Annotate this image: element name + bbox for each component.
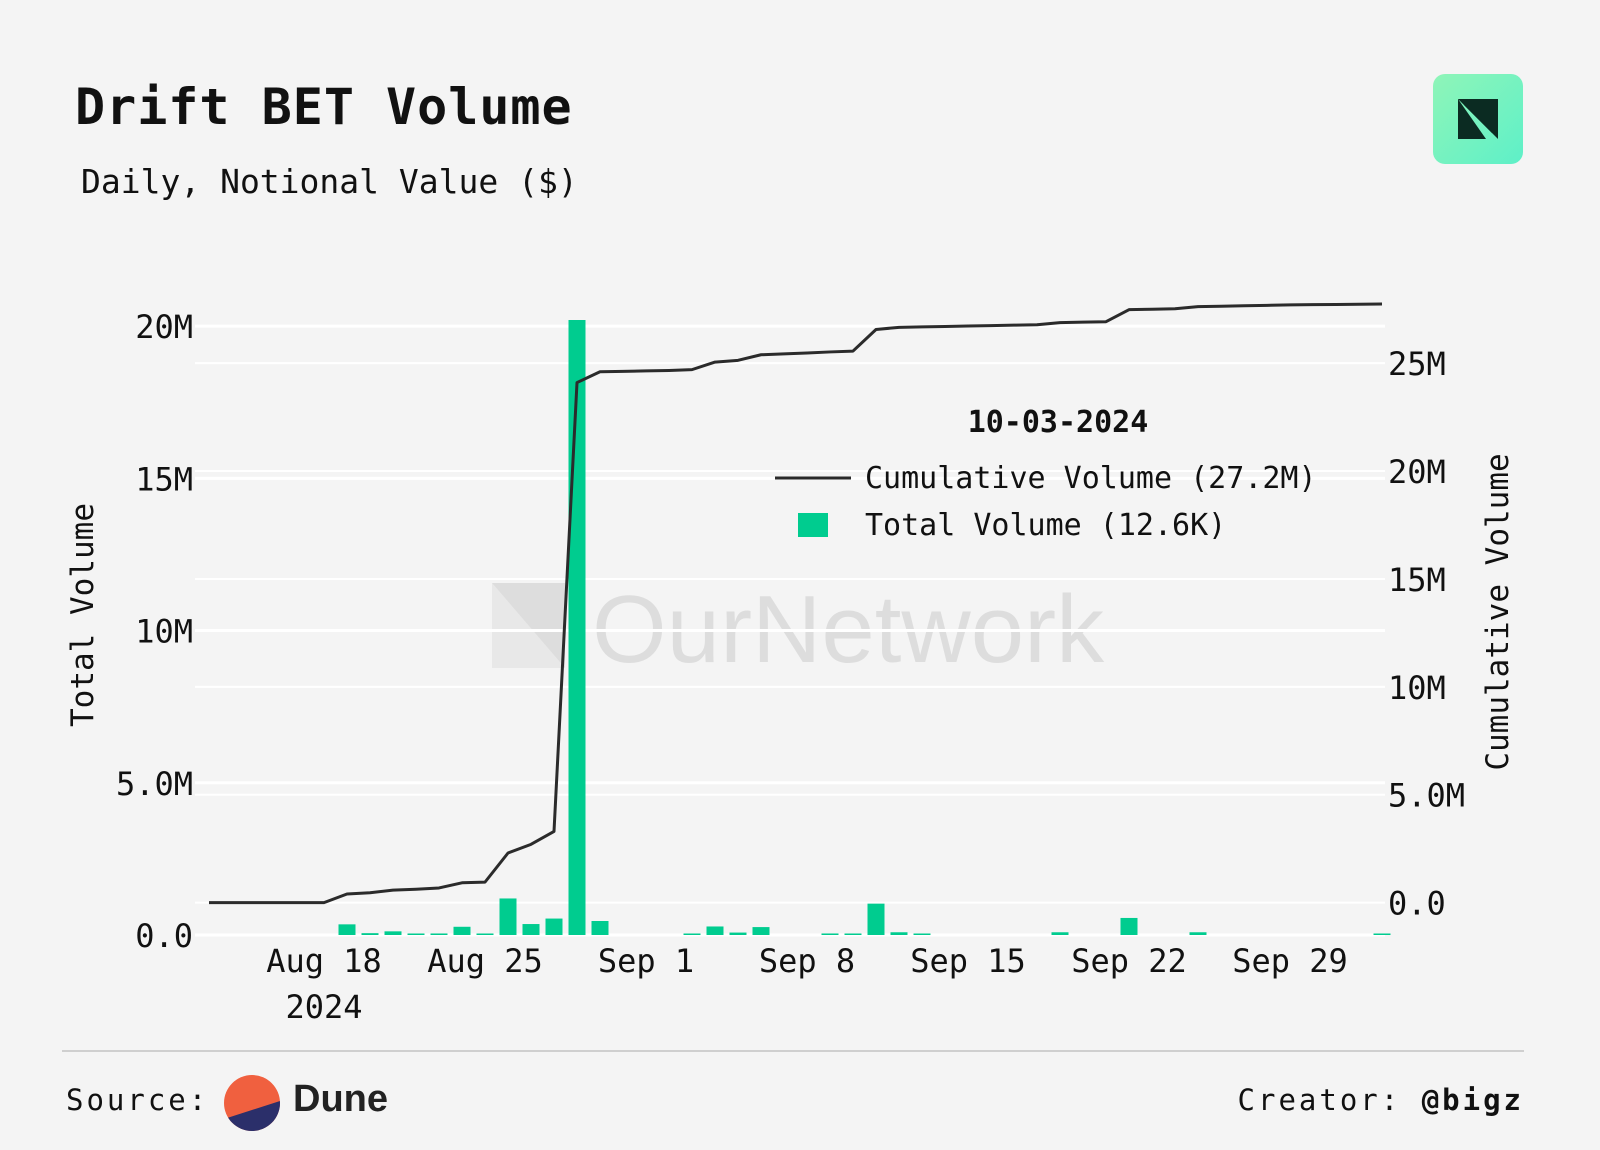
volume-bar (729, 932, 747, 935)
volume-bar (1373, 933, 1391, 935)
y-tick-label-right: 5.0M (1388, 777, 1465, 815)
ournetwork-mark-icon (1458, 99, 1498, 139)
y-tick-label-left: 0.0 (135, 917, 193, 955)
volume-bar (476, 933, 494, 935)
volume-bar (522, 924, 540, 935)
volume-bar (591, 920, 609, 935)
y-tick-label-left: 10M (135, 613, 193, 651)
x-tick-sublabel: 2024 (285, 988, 362, 1026)
watermark-mark-icon (492, 583, 565, 668)
volume-bar (1120, 917, 1138, 935)
x-tick-label: Sep 22 (1071, 942, 1187, 980)
volume-bar (1051, 932, 1069, 935)
volume-bar (545, 918, 563, 935)
creator-credit: Creator: @bigz (1238, 1083, 1524, 1117)
y-tick-label-right: 15M (1388, 561, 1446, 599)
volume-bar (568, 320, 586, 935)
volume-bar (453, 926, 471, 935)
legend-item-label: Cumulative Volume (27.2M) (865, 461, 1317, 496)
legend-bar-swatch (798, 513, 828, 537)
source-label: Source: (66, 1083, 210, 1117)
volume-bar (867, 903, 885, 935)
legend-title: 10-03-2024 (968, 405, 1149, 440)
volume-bar (913, 933, 931, 935)
volume-bar (499, 898, 517, 935)
watermark-mark-icon-part (492, 583, 565, 668)
chart-title: Drift BET Volume (75, 78, 573, 136)
y-tick-label-right: 20M (1388, 453, 1446, 491)
volume-bar (407, 933, 425, 935)
chart-area: OurNetwork 0.05.0M10M15M20M0.05.0M10M15M… (65, 302, 1516, 1026)
y-tick-label-right: 25M (1388, 345, 1446, 383)
source-name: Dune (293, 1078, 388, 1120)
x-tick-label: Aug 18 (266, 942, 382, 980)
volume-bar (683, 933, 701, 935)
legend-item-label: Total Volume (12.6K) (865, 508, 1226, 543)
volume-bar (338, 924, 356, 935)
chart-subtitle: Daily, Notional Value ($) (81, 162, 578, 201)
volume-bar (890, 932, 908, 935)
x-tick-label: Sep 29 (1232, 942, 1348, 980)
line-layer (209, 302, 1383, 905)
y-axis-title-right: Cumulative Volume (1480, 453, 1516, 770)
y-tick-label-right: 0.0 (1388, 885, 1446, 923)
y-tick-label-left: 20M (135, 308, 193, 346)
volume-bar (706, 926, 724, 935)
volume-bar (361, 933, 379, 935)
volume-bar (752, 927, 770, 935)
volume-bar (430, 933, 448, 935)
y-tick-label-right: 10M (1388, 669, 1446, 707)
grid-layer (195, 324, 1385, 937)
x-tick-label: Sep 1 (598, 942, 694, 980)
x-tick-label: Aug 25 (427, 942, 543, 980)
volume-bar (1189, 932, 1207, 935)
volume-bar (384, 931, 402, 935)
dune-logo-icon (224, 1075, 280, 1131)
creator-handle[interactable]: @bigz (1421, 1083, 1524, 1117)
y-axis-title-left: Total Volume (65, 503, 101, 727)
volume-bar (821, 933, 839, 935)
volume-bar (844, 933, 862, 935)
axes-layer: 0.0 5.0M 10M 15M 20M 0.0 5.0M 10M 15M 20M 25M Aug 1… (65, 308, 1516, 1026)
y-tick-label-left: 5.0M (116, 765, 193, 803)
creator-label: Creator: (1237, 1083, 1402, 1117)
x-tick-label: Sep 8 (759, 942, 855, 980)
cumulative-volume-line (209, 302, 1383, 905)
y-tick-label-left: 15M (135, 460, 193, 498)
x-tick-label: Sep 15 (910, 942, 1026, 980)
footer-divider (62, 1050, 1524, 1052)
legend: 10-03-2024 Cumulative Volume (27.2M) Total… (775, 405, 1317, 543)
ournetwork-logo-icon (1433, 74, 1523, 164)
